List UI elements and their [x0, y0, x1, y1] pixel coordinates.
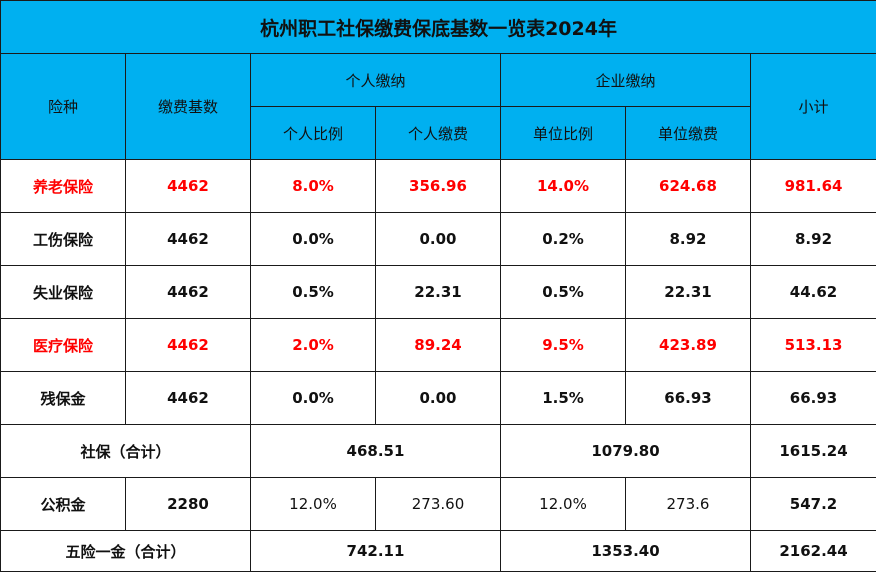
- row-base: 4462: [126, 372, 251, 425]
- row-name: 医疗保险: [1, 319, 126, 372]
- row-personal-amount: 22.31: [376, 266, 501, 319]
- row-name: 养老保险: [1, 160, 126, 213]
- row-name: 失业保险: [1, 266, 126, 319]
- row-base: 4462: [126, 266, 251, 319]
- table-row: 养老保险 4462 8.0% 356.96 14.0% 624.68 981.6…: [1, 160, 876, 213]
- row-company-amount: 22.31: [626, 266, 751, 319]
- row-subtotal: 44.62: [751, 266, 876, 319]
- table-title: 杭州职工社保缴费保底基数一览表2024年: [1, 1, 876, 54]
- row-name: 残保金: [1, 372, 126, 425]
- header-subtotal: 小计: [751, 54, 876, 160]
- row-personal-rate: 8.0%: [251, 160, 376, 213]
- row-company-amount: 423.89: [626, 319, 751, 372]
- table-row: 工伤保险 4462 0.0% 0.00 0.2% 8.92 8.92: [1, 213, 876, 266]
- housing-fund-row: 公积金 2280 12.0% 273.60 12.0% 273.6 547.2: [1, 478, 876, 531]
- social-total-subtotal: 1615.24: [751, 425, 876, 478]
- social-total-company: 1079.80: [501, 425, 751, 478]
- header-base: 缴费基数: [126, 54, 251, 160]
- row-personal-rate: 0.5%: [251, 266, 376, 319]
- row-company-amount: 8.92: [626, 213, 751, 266]
- header-company-group: 企业缴纳: [501, 54, 751, 107]
- grand-total-row: 五险一金（合计） 742.11 1353.40 2162.44: [1, 531, 876, 572]
- row-subtotal: 66.93: [751, 372, 876, 425]
- row-base: 4462: [126, 319, 251, 372]
- row-personal-amount: 0.00: [376, 213, 501, 266]
- row-base: 4462: [126, 160, 251, 213]
- fund-company-amount: 273.6: [626, 478, 751, 531]
- row-company-amount: 624.68: [626, 160, 751, 213]
- row-base: 4462: [126, 213, 251, 266]
- grand-total-company: 1353.40: [501, 531, 751, 572]
- row-company-rate: 1.5%: [501, 372, 626, 425]
- grand-total-subtotal: 2162.44: [751, 531, 876, 572]
- header-type: 险种: [1, 54, 126, 160]
- row-subtotal: 981.64: [751, 160, 876, 213]
- table-row: 医疗保险 4462 2.0% 89.24 9.5% 423.89 513.13: [1, 319, 876, 372]
- row-company-rate: 14.0%: [501, 160, 626, 213]
- table-row: 残保金 4462 0.0% 0.00 1.5% 66.93 66.93: [1, 372, 876, 425]
- row-personal-rate: 2.0%: [251, 319, 376, 372]
- fund-name: 公积金: [1, 478, 126, 531]
- header-personal-rate: 个人比例: [251, 107, 376, 160]
- row-personal-amount: 0.00: [376, 372, 501, 425]
- social-total-row: 社保（合计） 468.51 1079.80 1615.24: [1, 425, 876, 478]
- table-row: 失业保险 4462 0.5% 22.31 0.5% 22.31 44.62: [1, 266, 876, 319]
- header-company-amount: 单位缴费: [626, 107, 751, 160]
- header-personal-group: 个人缴纳: [251, 54, 501, 107]
- grand-total-label: 五险一金（合计）: [1, 531, 251, 572]
- header-company-rate: 单位比例: [501, 107, 626, 160]
- row-company-rate: 9.5%: [501, 319, 626, 372]
- row-subtotal: 513.13: [751, 319, 876, 372]
- fund-subtotal: 547.2: [751, 478, 876, 531]
- row-company-amount: 66.93: [626, 372, 751, 425]
- row-name: 工伤保险: [1, 213, 126, 266]
- grand-total-personal: 742.11: [251, 531, 501, 572]
- row-subtotal: 8.92: [751, 213, 876, 266]
- fund-personal-amount: 273.60: [376, 478, 501, 531]
- row-company-rate: 0.2%: [501, 213, 626, 266]
- row-company-rate: 0.5%: [501, 266, 626, 319]
- row-personal-rate: 0.0%: [251, 372, 376, 425]
- social-total-personal: 468.51: [251, 425, 501, 478]
- row-personal-amount: 356.96: [376, 160, 501, 213]
- fund-base: 2280: [126, 478, 251, 531]
- header-personal-amount: 个人缴费: [376, 107, 501, 160]
- social-total-label: 社保（合计）: [1, 425, 251, 478]
- fund-personal-rate: 12.0%: [251, 478, 376, 531]
- row-personal-rate: 0.0%: [251, 213, 376, 266]
- row-personal-amount: 89.24: [376, 319, 501, 372]
- fund-company-rate: 12.0%: [501, 478, 626, 531]
